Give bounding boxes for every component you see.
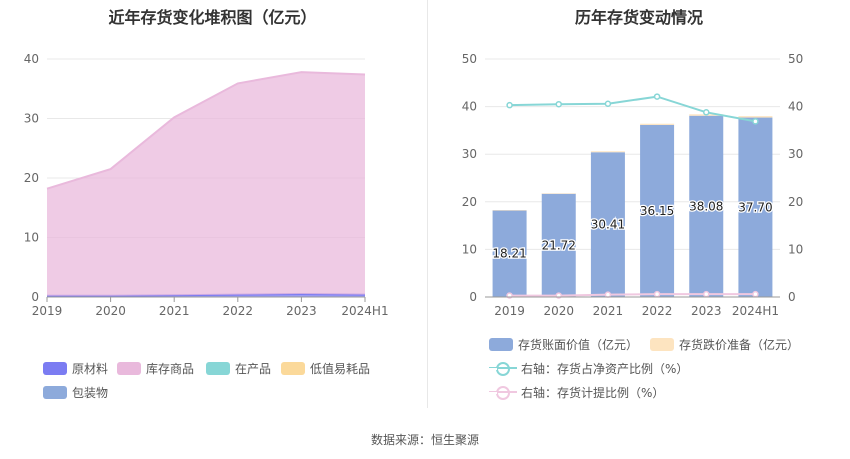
legend-swatch [489,338,513,351]
legend-swatch [650,338,674,351]
line-point [653,290,661,298]
bar-book-value [541,193,576,297]
bar-book-value [689,115,724,297]
legend-label: 存货账面价值（亿元） [518,338,639,352]
y-tick-label: 40 [462,100,477,114]
line-point [604,100,612,107]
bar-provision [590,151,625,153]
legend-swatch [43,362,67,375]
legend-item[interactable]: 低值易耗品 [281,360,370,377]
line-point [703,109,710,116]
bar-provision [492,210,527,211]
stacked-area-chart: 0 10 20 30 40 2019 2020 2021 2022 2023 2024H1 [24,52,389,318]
legend-label: 库存商品 [146,362,195,376]
bar-line-chart: 0 10 20 30 40 50 0 10 20 30 40 50 18.21 21.72 30.41 36.… [462,52,804,318]
x-tick-label: 2021 [159,304,190,318]
line-point [752,290,759,298]
bar-book-value [590,152,625,297]
y-tick-label: 20 [24,171,39,185]
bar-provision [738,116,773,118]
bar-data-label: 36.15 [640,204,674,218]
x-tick-label: 2024H1 [732,304,779,318]
line-series-2 [509,293,756,297]
legend-swatch [281,362,305,375]
legend-marker-icon [489,361,517,376]
bar-provision [640,123,675,125]
line-point [653,93,661,100]
legend-label: 右轴：存货占净资产比例（%） [521,362,689,376]
x-tick-label: 2022 [642,304,673,318]
legend-item[interactable]: 原材料 [43,360,108,377]
line-point [604,291,612,298]
line-point [703,290,710,298]
y2-tick-label: 50 [788,52,803,66]
legend-item[interactable]: 右轴：存货计提比例（%） [489,384,664,401]
y2-tick-label: 30 [788,147,803,161]
bar-data-label: 38.08 [689,199,723,213]
legend-label: 低值易耗品 [310,362,371,376]
x-tick-label: 2021 [593,304,624,318]
data-source: 数据来源：恒生聚源 [370,433,479,447]
y-tick-label: 50 [462,52,477,66]
bar-book-value [640,124,675,298]
legend-item[interactable]: 包装物 [43,384,108,401]
bar-data-label: 18.21 [492,247,526,261]
x-tick-label: 2020 [95,304,126,318]
y-tick-label: 0 [31,290,39,304]
y2-tick-label: 20 [788,195,803,209]
line-series-1 [509,95,756,123]
panel-divider [427,0,428,408]
legend-label: 包装物 [72,386,109,400]
left-chart-title: 近年存货变化堆积图（亿元） [108,8,317,27]
legend-item[interactable]: 右轴：存货占净资产比例（%） [489,360,688,377]
legend-label: 原材料 [72,362,109,376]
legend-item[interactable]: 存货账面价值（亿元） [489,336,638,353]
x-tick-label: 2024H1 [341,304,388,318]
y-tick-label: 10 [462,242,477,256]
x-tick-label: 2019 [32,304,63,318]
x-tick-label: 2019 [494,304,525,318]
y-tick-label: 20 [462,195,477,209]
bar-book-value [738,117,773,297]
right-chart-title: 历年存货变动情况 [574,8,703,27]
line-point [555,100,562,108]
legend-label: 存货跌价准备（亿元） [679,338,800,352]
bar-data-label: 37.70 [738,200,772,214]
line-point [506,101,513,109]
y2-tick-label: 0 [788,290,796,304]
x-tick-label: 2022 [223,304,254,318]
x-tick-label: 2023 [691,304,722,318]
legend-item[interactable]: 存货跌价准备（亿元） [650,336,799,353]
legend-marker-icon [489,385,517,400]
area-2 [47,72,365,296]
line-point [752,118,759,125]
legend-item[interactable]: 库存商品 [117,360,194,377]
y-tick-label: 0 [469,290,477,304]
legend-item[interactable]: 在产品 [206,360,271,377]
legend-label: 在产品 [235,362,272,376]
legend-swatch [43,386,67,399]
y-tick-label: 30 [24,112,39,126]
y2-tick-label: 10 [788,242,803,256]
y-tick-label: 10 [24,231,39,245]
x-tick-label: 2020 [543,304,574,318]
legend-label: 右轴：存货计提比例（%） [521,386,665,400]
legend-swatch [117,362,141,375]
y2-tick-label: 40 [788,100,803,114]
bar-data-label: 30.41 [591,218,625,232]
y-tick-label: 40 [24,52,39,66]
legend-swatch [206,362,230,375]
area-line-2 [46,71,366,190]
bar-data-label: 21.72 [542,238,576,252]
x-tick-label: 2023 [286,304,317,318]
bar-book-value [492,210,527,297]
y-tick-label: 30 [462,147,477,161]
bar-provision [541,193,576,194]
